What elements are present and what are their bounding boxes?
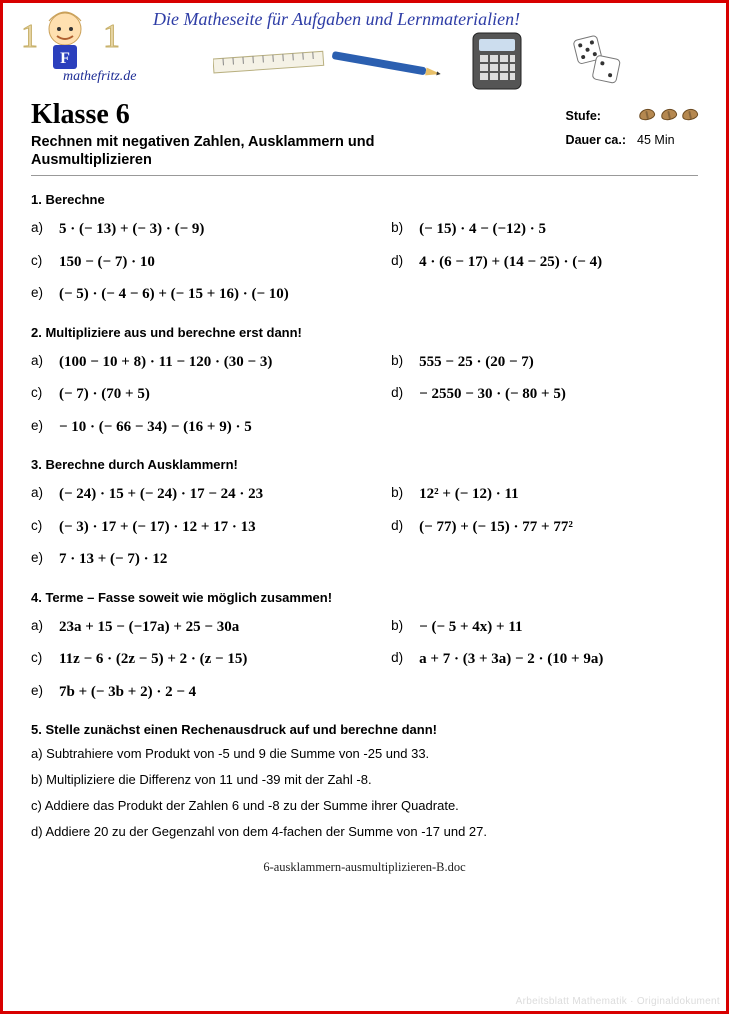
- header-left: Klasse 6 Rechnen mit negativen Zahlen, A…: [31, 99, 411, 169]
- text-problem: c) Addiere das Produkt der Zahlen 6 und …: [31, 797, 698, 816]
- question-expression: (− 24) · 15 + (− 24) · 17 − 24 · 23: [59, 480, 263, 509]
- sections: 1. Berechnea)5 · (− 13) + (− 3) · (− 9)b…: [31, 192, 698, 706]
- header: Klasse 6 Rechnen mit negativen Zahlen, A…: [31, 99, 698, 176]
- bean-icon: [660, 107, 678, 121]
- question-row: c)11z − 6 · (2z − 5) + 2 · (z − 15) d)a +…: [31, 645, 698, 674]
- question-expression: (− 5) · (− 4 − 6) + (− 15 + 16) · (− 10): [59, 280, 289, 309]
- meta-level: Stufe:: [566, 105, 698, 129]
- question-label: a): [31, 348, 59, 377]
- svg-text:1: 1: [103, 18, 120, 55]
- question-row: c)150 − (− 7) · 10 d)4 · (6 − 17) + (14 −…: [31, 248, 698, 277]
- footer-filename: 6-ausklammern-ausmultiplizieren-B.doc: [31, 860, 698, 875]
- tagline: Die Matheseite für Aufgaben und Lernmate…: [153, 9, 520, 30]
- question-label: a): [31, 480, 59, 509]
- section-head: 2. Multipliziere aus und berechne erst d…: [31, 325, 698, 340]
- question-label: b): [391, 613, 419, 642]
- question-expression: − 10 · (− 66 − 34) − (16 + 9) · 5: [59, 413, 252, 442]
- svg-text:1: 1: [21, 18, 38, 55]
- question-expression: 7b + (− 3b + 2) · 2 − 4: [59, 678, 196, 707]
- question-row: c)(− 7) · (70 + 5) d)− 2550 − 30 · (− 80 …: [31, 380, 698, 409]
- section-head: 1. Berechne: [31, 192, 698, 207]
- question-row: a)23a + 15 − (−17a) + 25 − 30a b)− (− 5 +…: [31, 613, 698, 642]
- level-label: Stufe:: [566, 105, 634, 129]
- page-subtitle: Rechnen mit negativen Zahlen, Ausklammer…: [31, 133, 411, 169]
- question-expression: − 2550 − 30 · (− 80 + 5): [419, 380, 566, 409]
- question-expression: (100 − 10 + 8) · 11 − 120 · (30 − 3): [59, 348, 272, 377]
- question-label: b): [391, 480, 419, 509]
- banner: Die Matheseite für Aufgaben und Lernmate…: [3, 3, 726, 95]
- question-expression: 23a + 15 − (−17a) + 25 − 30a: [59, 613, 239, 642]
- section-head: 5. Stelle zunächst einen Rechenausdruck …: [31, 722, 698, 737]
- worksheet-page: Die Matheseite für Aufgaben und Lernmate…: [0, 0, 729, 1014]
- watermark: Arbeitsblatt Mathematik · Originaldokume…: [516, 996, 720, 1007]
- question-expression: (− 3) · 17 + (− 17) · 12 + 17 · 13: [59, 513, 256, 542]
- question-row: e)− 10 · (− 66 − 34) − (16 + 9) · 5: [31, 413, 698, 442]
- site-name: mathefritz.de: [63, 69, 137, 85]
- question-label: e): [31, 413, 59, 442]
- section-head: 3. Berechne durch Ausklammern!: [31, 457, 698, 472]
- question-label: c): [31, 513, 59, 542]
- text-problem: d) Addiere 20 zu der Gegenzahl von dem 4…: [31, 823, 698, 842]
- question-label: c): [31, 248, 59, 277]
- question-expression: 11z − 6 · (2z − 5) + 2 · (z − 15): [59, 645, 247, 674]
- svg-text:F: F: [60, 50, 70, 67]
- banner-props: [213, 31, 653, 91]
- question-label: e): [31, 545, 59, 574]
- question-label: e): [31, 678, 59, 707]
- text-problem: a) Subtrahiere vom Produkt von -5 und 9 …: [31, 745, 698, 764]
- question-expression: 555 − 25 · (20 − 7): [419, 348, 534, 377]
- question-label: d): [391, 380, 419, 409]
- duration-value: 45 Min: [637, 133, 675, 147]
- bean-icon: [681, 107, 699, 121]
- question-expression: − (− 5 + 4x) + 11: [419, 613, 522, 642]
- page-title: Klasse 6: [31, 99, 411, 131]
- meta-duration: Dauer ca.: 45 Min: [566, 129, 698, 153]
- text-problem: b) Multipliziere die Differenz von 11 un…: [31, 771, 698, 790]
- question-expression: a + 7 · (3 + 3a) − 2 · (10 + 9a): [419, 645, 603, 674]
- question-label: c): [31, 645, 59, 674]
- section5-items: a) Subtrahiere vom Produkt von -5 und 9 …: [31, 745, 698, 841]
- difficulty-icons: [637, 105, 698, 129]
- question-label: a): [31, 215, 59, 244]
- question-label: d): [391, 248, 419, 277]
- header-meta: Stufe: Dauer ca.: 45 Min: [566, 105, 698, 153]
- question-label: c): [31, 380, 59, 409]
- question-label: d): [391, 513, 419, 542]
- question-label: b): [391, 348, 419, 377]
- question-label: d): [391, 645, 419, 674]
- question-row: e)7 · 13 + (− 7) · 12: [31, 545, 698, 574]
- section-head: 4. Terme – Fasse soweit wie möglich zusa…: [31, 590, 698, 605]
- question-label: a): [31, 613, 59, 642]
- question-expression: 4 · (6 − 17) + (14 − 25) · (− 4): [419, 248, 602, 277]
- question-expression: (− 7) · (70 + 5): [59, 380, 150, 409]
- question-row: e)7b + (− 3b + 2) · 2 − 4: [31, 678, 698, 707]
- bean-icon: [638, 107, 656, 121]
- question-row: a)(100 − 10 + 8) · 11 − 120 · (30 − 3) b)…: [31, 348, 698, 377]
- question-row: c)(− 3) · 17 + (− 17) · 12 + 17 · 13 d)(−…: [31, 513, 698, 542]
- question-row: e)(− 5) · (− 4 − 6) + (− 15 + 16) · (− 1…: [31, 280, 698, 309]
- question-expression: 150 − (− 7) · 10: [59, 248, 155, 277]
- question-expression: 7 · 13 + (− 7) · 12: [59, 545, 167, 574]
- question-row: a)5 · (− 13) + (− 3) · (− 9) b)(− 15) · 4…: [31, 215, 698, 244]
- question-expression: 12² + (− 12) · 11: [419, 480, 519, 509]
- duration-label: Dauer ca.:: [566, 129, 634, 153]
- question-label: b): [391, 215, 419, 244]
- question-expression: (− 77) + (− 15) · 77 + 77²: [419, 513, 573, 542]
- question-expression: (− 15) · 4 − (−12) · 5: [419, 215, 546, 244]
- question-row: a)(− 24) · 15 + (− 24) · 17 − 24 · 23 b)1…: [31, 480, 698, 509]
- question-label: e): [31, 280, 59, 309]
- question-expression: 5 · (− 13) + (− 3) · (− 9): [59, 215, 204, 244]
